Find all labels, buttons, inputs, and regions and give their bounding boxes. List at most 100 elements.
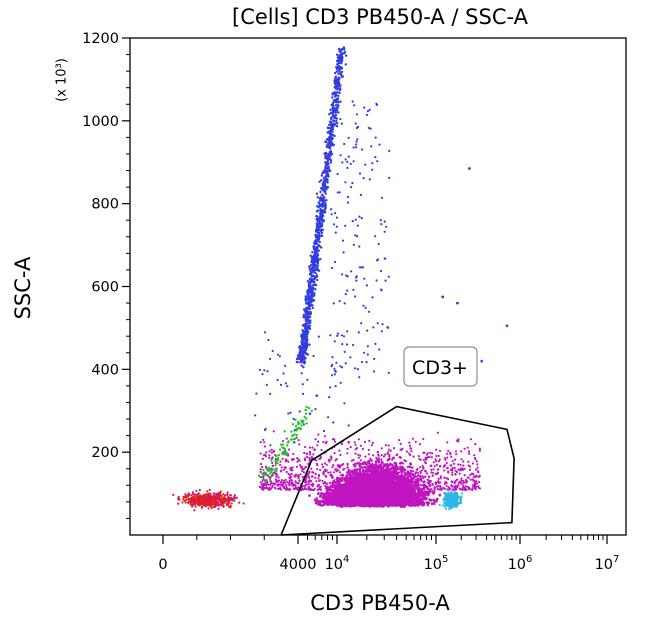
data-point — [193, 499, 196, 503]
data-point — [193, 502, 196, 505]
data-point — [189, 500, 192, 503]
data-point — [221, 493, 225, 496]
data-point — [197, 501, 200, 504]
data-point — [213, 492, 216, 495]
data-point — [226, 491, 229, 494]
data-point — [225, 502, 228, 505]
data-points — [172, 46, 509, 512]
chart-title: [Cells] CD3 PB450-A / SSC-A — [232, 5, 529, 29]
data-point — [231, 497, 235, 500]
data-point — [181, 501, 184, 504]
data-point — [202, 500, 205, 503]
data-point — [207, 492, 210, 495]
data-point — [178, 498, 181, 501]
data-point — [198, 496, 201, 499]
data-point — [226, 494, 229, 497]
data-point — [188, 493, 191, 496]
data-point — [235, 496, 238, 499]
data-point — [211, 495, 214, 498]
data-point — [209, 492, 212, 495]
data-point — [222, 505, 225, 508]
data-point — [211, 498, 214, 501]
data-point — [209, 501, 212, 504]
data-point — [195, 497, 198, 500]
data-point — [206, 490, 209, 493]
data-point — [207, 495, 211, 498]
data-point — [219, 490, 222, 493]
data-point — [189, 503, 192, 506]
data-point — [217, 501, 220, 504]
data-point — [190, 498, 193, 502]
data-point — [196, 493, 199, 496]
data-point — [223, 494, 227, 497]
data-point — [208, 488, 211, 491]
data-point — [190, 494, 193, 497]
data-point — [202, 495, 205, 498]
y-axis-label: SSC-A — [11, 256, 35, 319]
data-point — [221, 502, 224, 505]
data-point — [184, 501, 187, 504]
data-point — [216, 503, 219, 506]
data-point — [194, 505, 197, 508]
data-point — [200, 498, 203, 501]
data-point — [191, 496, 194, 499]
data-point — [238, 501, 241, 504]
data-point — [185, 496, 188, 499]
data-point — [208, 498, 211, 501]
data-point — [200, 506, 204, 509]
data-point — [205, 505, 208, 508]
data-point — [227, 497, 230, 500]
data-point — [193, 509, 196, 512]
data-point — [229, 493, 232, 497]
data-point — [183, 499, 186, 502]
data-point — [227, 500, 230, 503]
data-point — [208, 504, 211, 507]
data-point — [206, 503, 209, 506]
data-point — [210, 506, 213, 509]
data-point — [220, 504, 223, 507]
data-point — [217, 507, 220, 510]
data-point — [229, 504, 232, 508]
data-point — [218, 493, 221, 496]
data-point — [198, 488, 201, 492]
data-point — [215, 498, 218, 501]
data-point — [202, 504, 205, 507]
data-point — [213, 495, 216, 498]
data-point — [193, 496, 196, 499]
x-axis-label: CD3 PB450-A — [310, 591, 450, 615]
data-point — [212, 499, 216, 503]
data-point — [199, 501, 202, 504]
data-point — [216, 493, 219, 496]
data-point — [177, 502, 180, 505]
data-point — [182, 498, 185, 501]
data-point — [193, 493, 196, 496]
data-point — [209, 503, 212, 507]
data-point — [215, 501, 218, 504]
data-point — [182, 495, 185, 499]
data-point — [223, 497, 226, 500]
data-point — [205, 500, 208, 503]
data-point — [212, 505, 215, 509]
data-point — [184, 493, 187, 496]
data-point — [230, 502, 233, 505]
data-point — [227, 502, 230, 505]
data-point — [206, 494, 209, 498]
data-point — [187, 501, 190, 505]
data-point — [195, 489, 198, 492]
data-point — [187, 497, 190, 500]
data-point — [233, 494, 236, 497]
data-point — [207, 507, 210, 510]
data-point — [216, 495, 220, 498]
data-point — [172, 493, 175, 496]
data-point — [233, 495, 236, 499]
data-point — [204, 497, 207, 500]
data-point — [214, 505, 217, 508]
y-axis-label-group: SSC-A — [11, 256, 35, 319]
data-point — [218, 497, 221, 500]
y-multiplier-group: (x 10³) — [55, 58, 70, 102]
data-point — [185, 498, 188, 501]
data-point — [191, 491, 194, 494]
y-axis-multiplier: (x 10³) — [55, 58, 70, 102]
data-point — [242, 502, 245, 505]
